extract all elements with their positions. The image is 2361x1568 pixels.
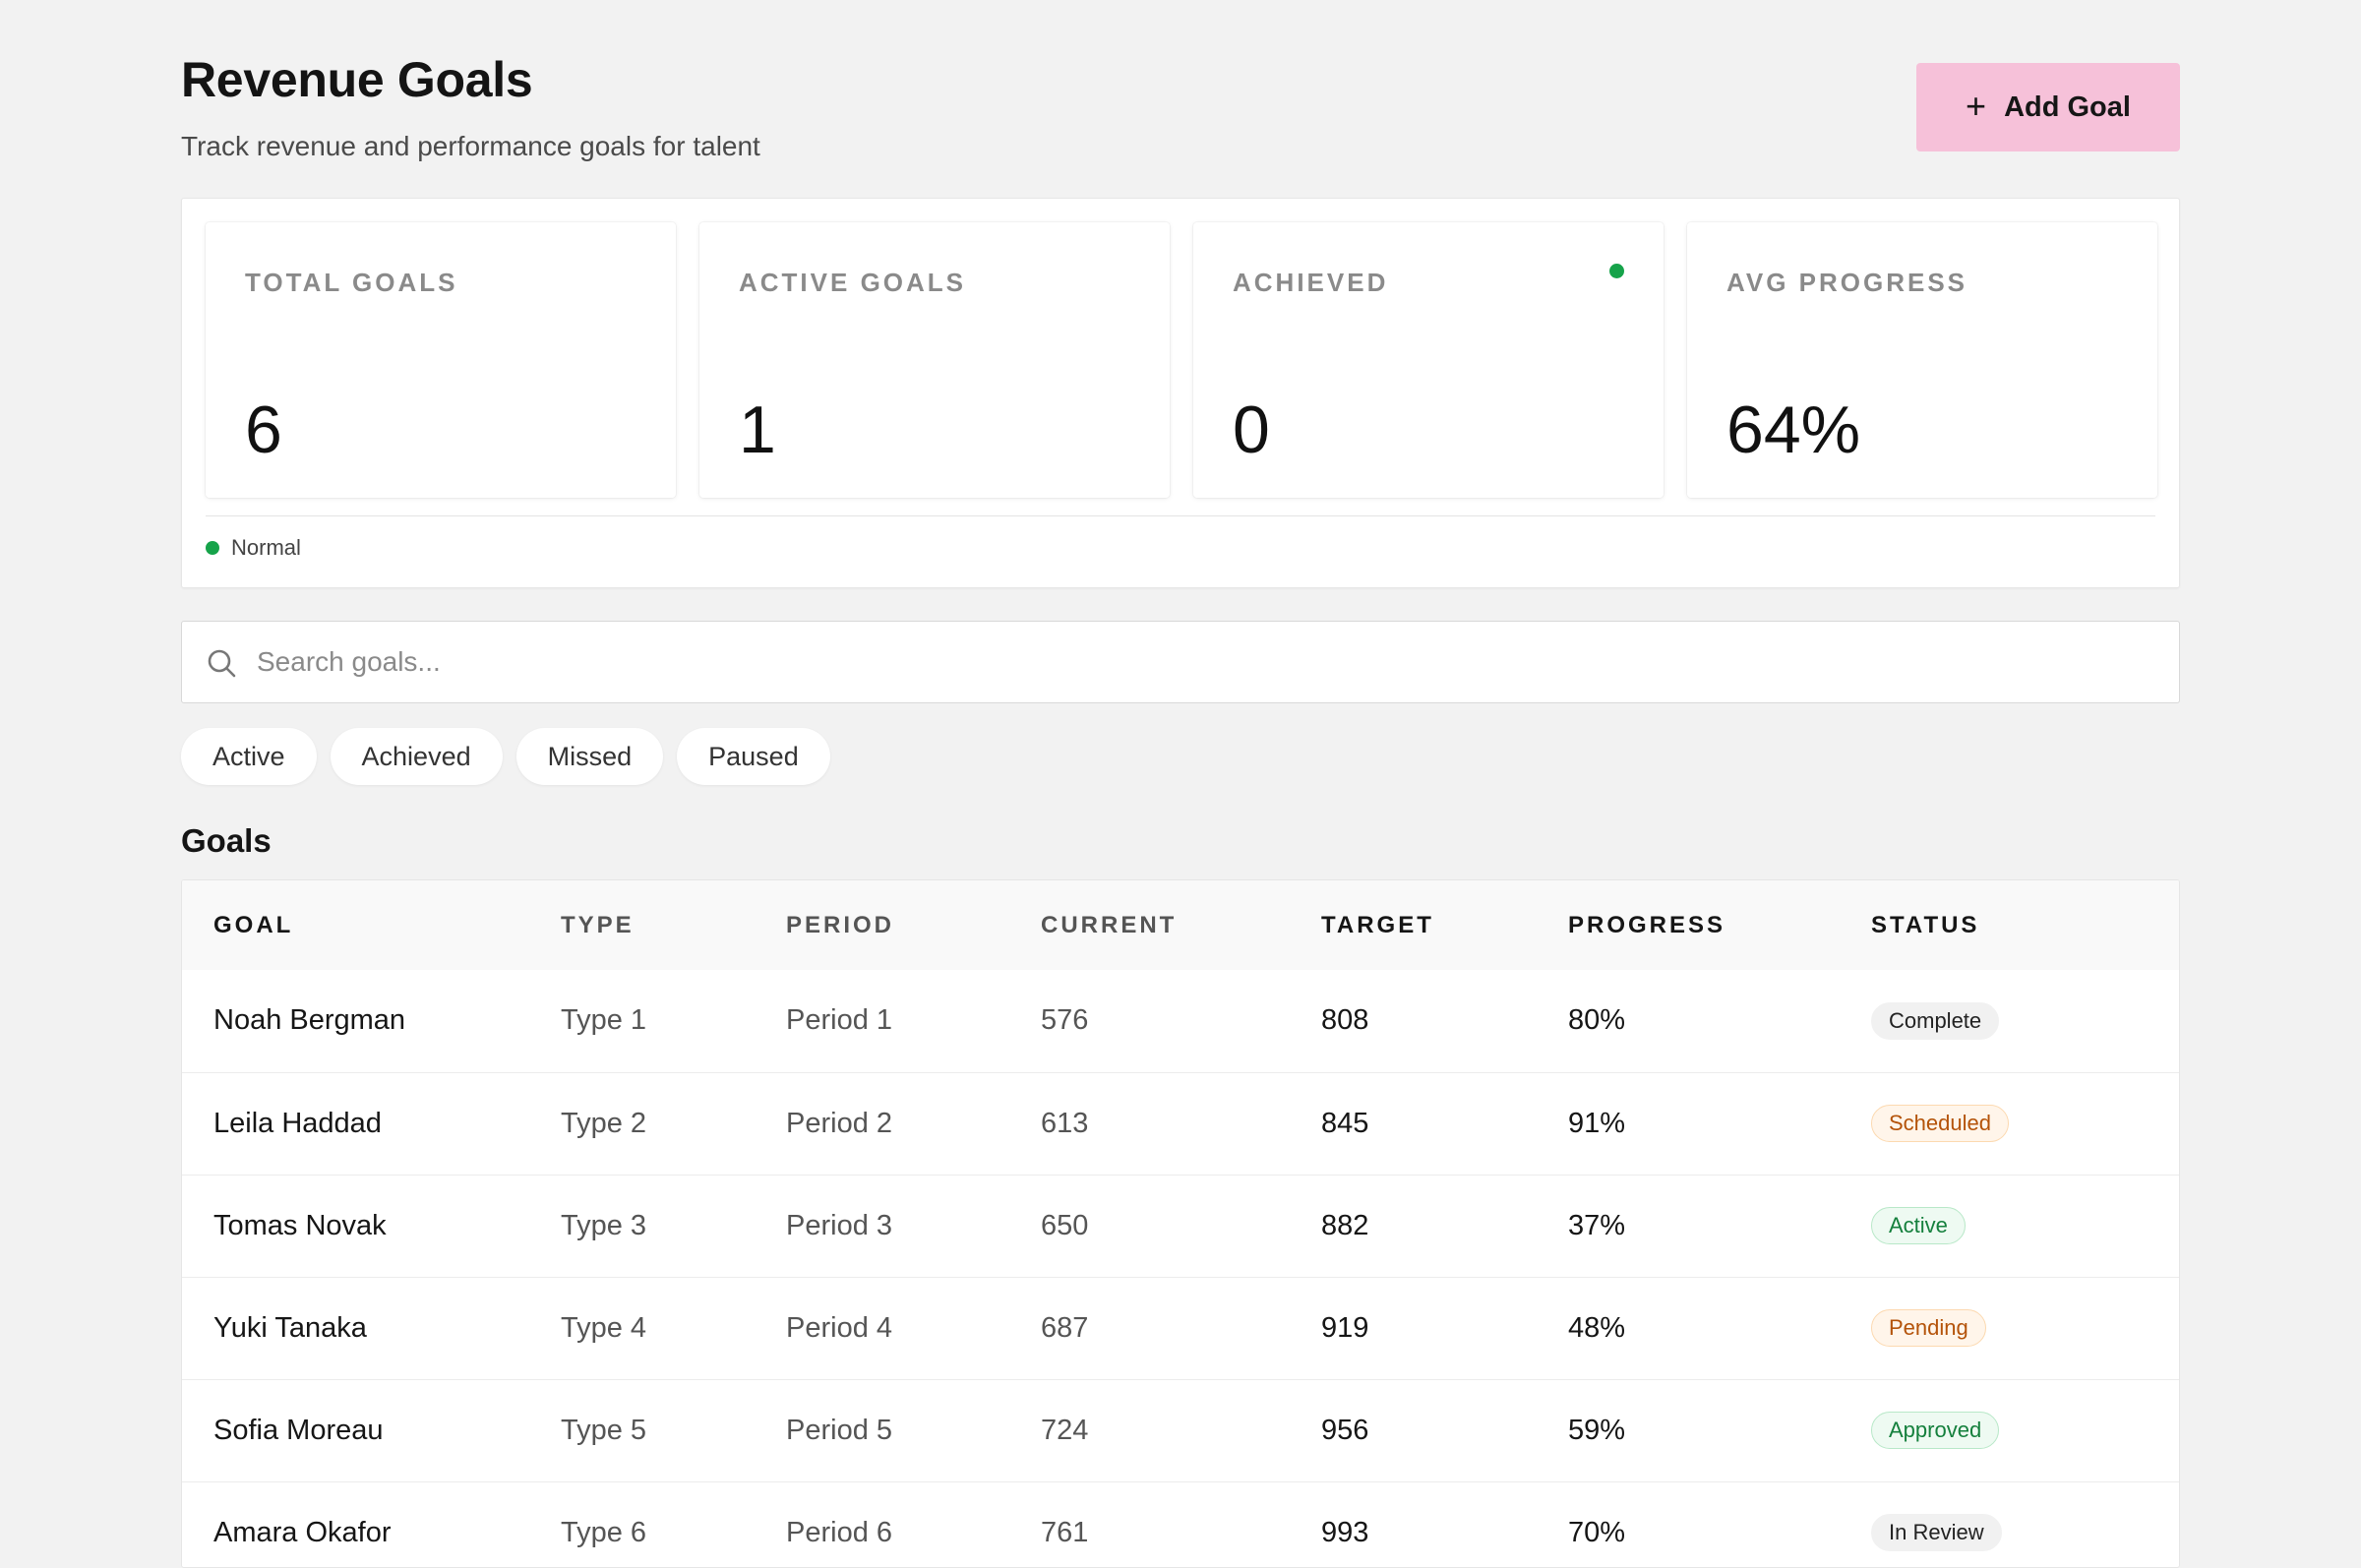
page-header: Revenue Goals Track revenue and performa… <box>181 0 2180 177</box>
stat-card-achieved: ACHIEVED 0 <box>1193 222 1664 498</box>
goal-period: Period 5 <box>786 1414 893 1446</box>
goals-table: GOAL TYPE PERIOD CURRENT TARGET PROGRESS… <box>181 879 2180 1568</box>
table-row[interactable]: Sofia Moreau Type 5 Period 5 724 956 59%… <box>182 1379 2179 1481</box>
goal-name: Noah Bergman <box>213 1004 406 1037</box>
filter-chips: Active Achieved Missed Paused <box>181 728 830 785</box>
goal-period: Period 2 <box>786 1107 893 1139</box>
goal-progress: 80% <box>1568 1004 1626 1037</box>
stat-card-active-goals: ACTIVE GOALS 1 <box>699 222 1170 498</box>
status-label: Normal <box>231 535 301 560</box>
goal-target: 956 <box>1321 1414 1369 1446</box>
search-box <box>181 621 2180 703</box>
status-badge: In Review <box>1871 1514 2002 1552</box>
table-header-row: GOAL TYPE PERIOD CURRENT TARGET PROGRESS… <box>182 880 2179 970</box>
stat-value: 0 <box>1233 392 1270 467</box>
column-header-status[interactable]: STATUS <box>1871 911 1980 938</box>
goal-current: 724 <box>1041 1414 1089 1446</box>
stats-panel: TOTAL GOALS 6 ACTIVE GOALS 1 ACHIEVED 0 … <box>181 198 2180 588</box>
status-badge: Pending <box>1871 1309 1986 1347</box>
column-header-target[interactable]: TARGET <box>1321 911 1434 938</box>
table-row[interactable]: Noah Bergman Type 1 Period 1 576 808 80%… <box>182 970 2179 1072</box>
stat-value: 6 <box>245 392 282 467</box>
goal-type: Type 2 <box>561 1107 647 1139</box>
status-badge: Scheduled <box>1871 1105 2009 1142</box>
goal-type: Type 1 <box>561 1004 647 1037</box>
filter-chip-paused[interactable]: Paused <box>677 728 830 785</box>
stats-divider <box>206 515 2155 516</box>
status-badge: Approved <box>1871 1412 2000 1449</box>
achieved-indicator-dot <box>1609 264 1624 278</box>
goal-target: 993 <box>1321 1516 1369 1548</box>
status-badge: Active <box>1871 1207 1966 1244</box>
goal-target: 882 <box>1321 1209 1369 1241</box>
table-row[interactable]: Amara Okafor Type 6 Period 6 761 993 70%… <box>182 1481 2179 1567</box>
goal-name: Amara Okafor <box>213 1516 392 1548</box>
goal-name: Leila Haddad <box>213 1107 382 1139</box>
page-title: Revenue Goals <box>181 52 533 107</box>
plus-icon: + <box>1966 85 1987 126</box>
goal-progress: 48% <box>1568 1311 1626 1344</box>
goal-type: Type 3 <box>561 1209 647 1241</box>
stat-value: 1 <box>739 392 776 467</box>
column-header-goal[interactable]: GOAL <box>213 911 294 938</box>
stat-label: AVG PROGRESS <box>1726 268 1968 297</box>
filter-chip-missed[interactable]: Missed <box>515 728 664 785</box>
column-header-period[interactable]: PERIOD <box>786 911 895 938</box>
search-icon <box>208 649 236 678</box>
stat-label: TOTAL GOALS <box>245 268 458 297</box>
column-header-current[interactable]: CURRENT <box>1041 911 1178 938</box>
column-header-progress[interactable]: PROGRESS <box>1568 911 1726 938</box>
system-status: Normal <box>206 535 301 561</box>
goal-period: Period 6 <box>786 1516 893 1548</box>
goal-type: Type 4 <box>561 1311 647 1344</box>
goal-current: 761 <box>1041 1516 1089 1548</box>
column-header-type[interactable]: TYPE <box>561 911 635 938</box>
goal-progress: 37% <box>1568 1209 1626 1241</box>
goal-type: Type 6 <box>561 1516 647 1548</box>
goal-current: 687 <box>1041 1311 1089 1344</box>
add-goal-button[interactable]: + Add Goal <box>1916 63 2180 151</box>
goal-period: Period 1 <box>786 1004 893 1037</box>
filter-chip-active[interactable]: Active <box>181 728 317 785</box>
status-dot <box>206 541 219 555</box>
goal-name: Tomas Novak <box>213 1209 387 1241</box>
goal-current: 650 <box>1041 1209 1089 1241</box>
add-goal-label: Add Goal <box>2004 90 2131 123</box>
stat-value: 64% <box>1726 392 1861 467</box>
goal-name: Yuki Tanaka <box>213 1311 367 1344</box>
goal-current: 576 <box>1041 1004 1089 1037</box>
revenue-goals-page: Revenue Goals Track revenue and performa… <box>181 0 2180 1568</box>
goal-progress: 70% <box>1568 1516 1626 1548</box>
table-row[interactable]: Leila Haddad Type 2 Period 2 613 845 91%… <box>182 1072 2179 1175</box>
goal-period: Period 4 <box>786 1311 893 1344</box>
page-subtitle: Track revenue and performance goals for … <box>181 131 760 161</box>
table-row[interactable]: Tomas Novak Type 3 Period 3 650 882 37% … <box>182 1175 2179 1277</box>
status-badge: Complete <box>1871 1001 2000 1040</box>
goal-target: 919 <box>1321 1311 1369 1344</box>
table-row[interactable]: Yuki Tanaka Type 4 Period 4 687 919 48% … <box>182 1277 2179 1379</box>
goal-name: Sofia Moreau <box>213 1414 384 1446</box>
goal-target: 845 <box>1321 1107 1369 1139</box>
stat-label: ACHIEVED <box>1233 268 1389 297</box>
goal-target: 808 <box>1321 1004 1369 1037</box>
goal-period: Period 3 <box>786 1209 893 1241</box>
stat-label: ACTIVE GOALS <box>739 268 967 297</box>
goal-progress: 59% <box>1568 1414 1626 1446</box>
search-input[interactable] <box>257 622 2155 702</box>
goal-current: 613 <box>1041 1107 1089 1139</box>
goal-type: Type 5 <box>561 1414 647 1446</box>
stat-card-avg-progress: AVG PROGRESS 64% <box>1687 222 2157 498</box>
goals-section-title: Goals <box>181 822 272 859</box>
goal-progress: 91% <box>1568 1107 1626 1139</box>
filter-chip-achieved[interactable]: Achieved <box>330 728 503 785</box>
stat-card-total-goals: TOTAL GOALS 6 <box>206 222 676 498</box>
